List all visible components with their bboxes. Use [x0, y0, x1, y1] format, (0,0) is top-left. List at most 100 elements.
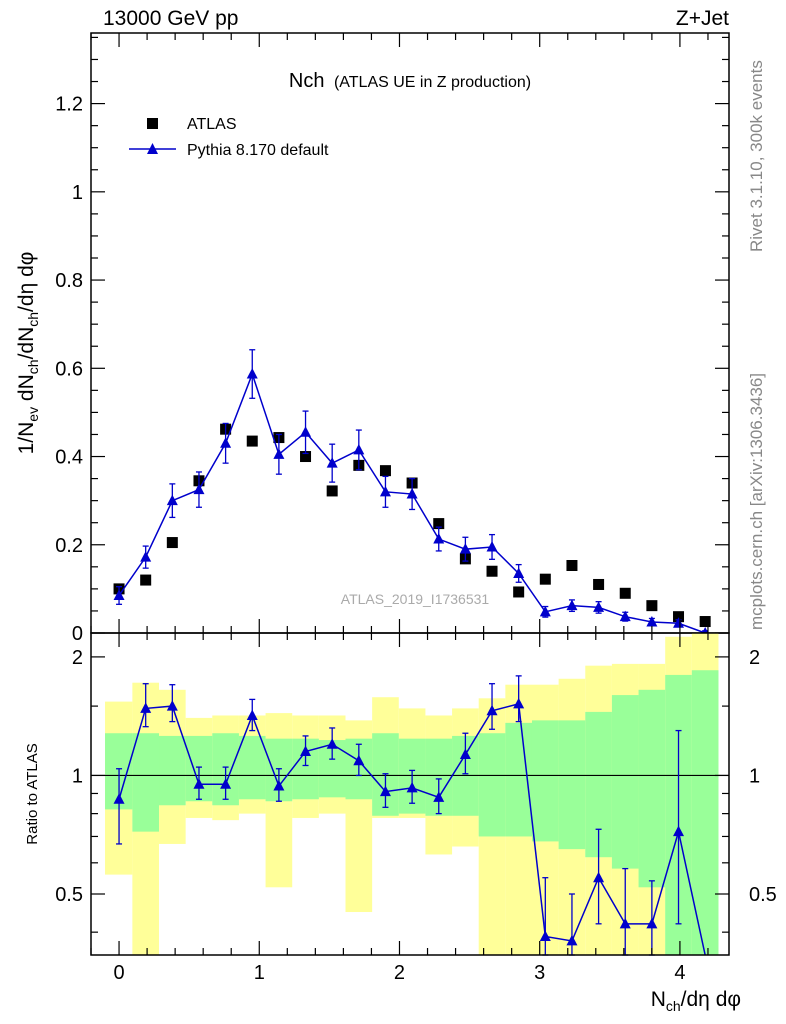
ratio-tick-label: 1	[72, 765, 83, 787]
analysis-label: ATLAS_2019_I1736531	[341, 591, 490, 607]
ratio-point	[166, 700, 178, 711]
x-tick-label: 3	[534, 962, 545, 984]
mc-point	[246, 368, 258, 379]
plot-title: Nch (ATLAS UE in Z production)	[289, 70, 531, 92]
mc-point	[673, 617, 685, 628]
rivet-version-label: Rivet 3.1.10, 300k events	[747, 60, 766, 252]
data-point	[673, 611, 685, 623]
green-band-bin	[611, 695, 639, 869]
ratio-point	[353, 754, 365, 766]
mc-point	[353, 443, 365, 455]
process-label: Z+Jet	[676, 7, 729, 30]
ratio-point	[326, 738, 338, 749]
ratio-point	[486, 704, 498, 716]
data-point	[433, 518, 445, 530]
x-tick-label: 4	[674, 962, 685, 984]
ratio-point	[140, 702, 152, 713]
legend: ATLAS Pythia 8.170 default	[129, 116, 329, 159]
data-point	[593, 578, 605, 590]
y-tick-label: 0	[72, 623, 83, 645]
ratio-point	[433, 791, 445, 802]
ratio-y-label: Ratio to ATLAS	[24, 743, 41, 844]
mc-point	[406, 488, 418, 499]
mc-point	[326, 457, 338, 468]
ylabel-part-4: /dN	[15, 327, 38, 360]
ratio-point	[406, 781, 418, 793]
data-point	[379, 465, 391, 477]
mc-point	[193, 483, 205, 495]
plot-title-main: Nch	[289, 70, 325, 92]
y-tick-label: 1	[72, 182, 83, 204]
mc-point	[539, 605, 551, 617]
ratio-axis-ticks: 0 1 2 3 4 0.5 0.5 1 1 2 2	[55, 633, 777, 984]
data-point	[539, 573, 551, 585]
ratio-tick-label: 0.5	[55, 884, 83, 906]
legend-mc-marker	[147, 143, 158, 154]
data-point	[300, 451, 312, 463]
x-tick-label: 0	[113, 962, 124, 984]
legend-data-label: ATLAS	[187, 116, 237, 133]
ratio-point	[619, 917, 631, 929]
ylabel-part-1: ev	[25, 407, 41, 422]
xlabel-part-1: ch	[666, 998, 681, 1014]
green-band-bin	[558, 720, 586, 850]
data-point	[646, 600, 658, 612]
mc-point	[273, 448, 285, 459]
ylabel-part-0: 1/N	[15, 422, 38, 455]
ratio-point	[113, 793, 125, 804]
mc-point	[513, 567, 525, 578]
data-point	[140, 574, 152, 586]
ratio-tick-label-right: 2	[749, 647, 760, 669]
data-point	[486, 565, 498, 577]
green-band-bin	[638, 689, 666, 888]
legend-mc-label: Pythia 8.170 default	[187, 142, 329, 159]
ylabel-part-3: ch	[25, 359, 41, 374]
y-tick-label: 0.2	[55, 535, 83, 557]
mc-point	[379, 485, 391, 497]
green-band-bin	[531, 720, 559, 842]
ratio-point	[673, 825, 685, 837]
mc-point	[459, 543, 471, 554]
data-point	[699, 616, 711, 628]
green-band-bin	[478, 733, 506, 837]
ratio-point	[593, 871, 605, 883]
green-band-bin	[159, 735, 186, 806]
ratio-point	[459, 748, 471, 760]
main-axis-ticks: 0 0.2 0.4 0.6 0.8 1 1.2	[55, 33, 729, 645]
main-panel: 0 0.2 0.4 0.6 0.8 1 1.2 Nch (ATLAS UE in Z pro…	[15, 32, 730, 645]
ratio-point	[193, 778, 205, 789]
ratio-tick-label-right: 0.5	[749, 884, 777, 906]
mc-point	[220, 437, 232, 448]
ratio-point	[646, 917, 658, 929]
ratio-point	[539, 930, 551, 941]
xlabel-part-2: /dη dφ	[681, 988, 741, 1011]
mc-point	[113, 589, 125, 600]
x-tick-label: 1	[254, 962, 265, 984]
ylabel-part-5: ch	[25, 312, 41, 327]
y-tick-label: 1.2	[55, 94, 83, 116]
mc-point	[566, 599, 578, 611]
green-band-bin	[238, 735, 266, 800]
x-axis-label: Nch/dη dφ	[651, 988, 741, 1014]
ratio-point	[300, 745, 312, 757]
xlabel-part-0: N	[651, 988, 666, 1011]
y-tick-label: 0.6	[55, 358, 83, 380]
mc-point	[646, 615, 658, 627]
data-point	[326, 485, 338, 497]
ylabel-part-6: /dη dφ	[15, 252, 38, 312]
ratio-panel: 0 1 2 3 4 0.5 0.5 1 1 2 2 Ratio to ATLAS	[24, 632, 777, 984]
y-tick-label: 0.8	[55, 270, 83, 292]
ratio-point	[273, 780, 285, 791]
main-marks	[113, 349, 711, 638]
mc-point	[433, 533, 445, 544]
mc-point	[486, 540, 498, 552]
mc-point	[300, 426, 312, 437]
mc-point	[166, 494, 178, 506]
ratio-tick-label-right: 1	[749, 765, 760, 787]
ratio-point	[220, 778, 232, 789]
green-band-bin	[691, 670, 719, 955]
ylabel-part-2: dN	[15, 374, 38, 407]
ratio-tick-label: 2	[72, 647, 83, 669]
legend-data-marker	[147, 118, 158, 129]
